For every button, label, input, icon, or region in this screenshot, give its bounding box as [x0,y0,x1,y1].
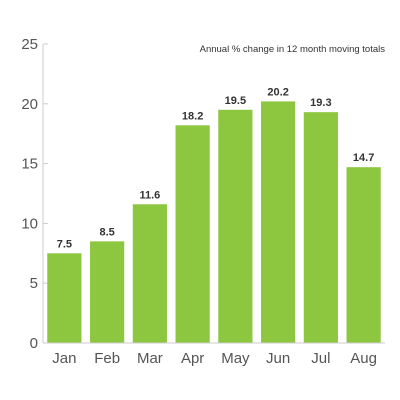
x-tick-label: Apr [181,350,204,367]
x-tick-label: Mar [137,350,163,367]
x-tick-label: Jul [311,350,330,367]
x-tick-label: Feb [94,350,120,367]
x-axis: Jan Feb Mar Apr May Jun Jul Aug [43,342,385,367]
y-axis: 0 5 10 15 20 25 [21,36,48,352]
y-tick-label: 25 [21,36,38,53]
data-label: 14.7 [353,152,374,164]
bar-jan [47,253,82,343]
bars [47,101,381,344]
x-tick-label: Jan [52,350,76,367]
x-tick-label: Jun [266,350,290,367]
bar-may [218,109,253,343]
data-label: 18.2 [182,110,203,122]
y-tick-label: 5 [30,275,38,292]
bar-jul [303,112,338,343]
data-label: 19.3 [310,97,331,109]
bar-feb [90,241,125,343]
data-label: 19.5 [225,95,246,107]
data-label: 11.6 [139,189,160,201]
bar-aug [346,167,381,343]
x-tick-label: Aug [350,350,377,367]
y-tick-label: 10 [21,215,38,232]
data-label: 7.5 [57,238,72,250]
y-tick-label: 20 [21,96,38,113]
y-tick-label: 0 [30,335,38,352]
x-tick-label: May [221,350,250,367]
bar-mar [132,204,167,343]
bar-apr [175,125,210,343]
bar-jun [261,101,296,344]
y-tick-label: 15 [21,156,38,173]
data-label: 20.2 [267,86,288,98]
data-label: 8.5 [99,226,114,238]
chart-subtitle: Annual % change in 12 month moving total… [200,44,386,55]
data-labels: 7.5 8.5 11.6 18.2 19.5 20.2 19.3 14.7 [57,86,375,250]
